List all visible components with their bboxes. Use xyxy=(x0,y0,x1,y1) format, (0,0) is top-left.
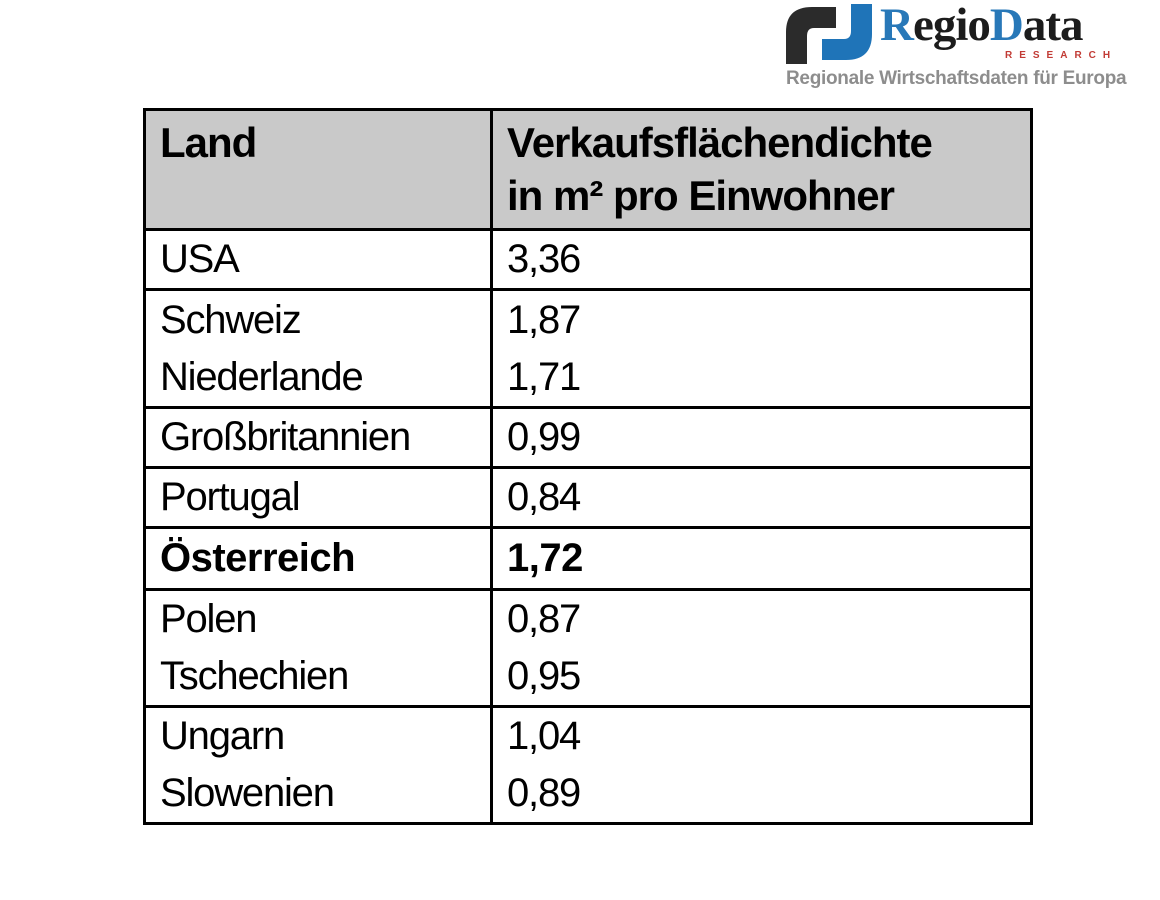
value-label: 3,36 xyxy=(507,237,581,281)
country-cell: Österreich xyxy=(143,526,493,591)
value-label: 0,99 xyxy=(507,415,581,459)
value-cell: 1,04 0,89 xyxy=(490,705,1033,825)
country-label: Polen xyxy=(160,597,258,641)
value-label: 1,72 xyxy=(507,536,583,580)
header-value-line2: in m² pro Einwohner xyxy=(507,171,895,219)
regiodata-logo: RegioData RESEARCH Regionale Wirtschafts… xyxy=(780,0,1160,100)
row-polen-tschechien: Polen Tschechien 0,87 0,95 xyxy=(143,588,1033,708)
header-land-label: Land xyxy=(160,119,257,166)
country-cell: Ungarn Slowenien xyxy=(143,705,493,825)
value-cell: 1,87 1,71 xyxy=(490,288,1033,409)
value-label: 1,87 xyxy=(507,297,581,342)
value-label: 1,71 xyxy=(507,354,581,399)
country-label: Tschechien xyxy=(160,654,349,698)
value-label: 0,95 xyxy=(507,654,581,698)
table-header-row: Land Verkaufsflächendichte in m² pro Ein… xyxy=(143,108,1033,231)
row-ungarn-slowenien: Ungarn Slowenien 1,04 0,89 xyxy=(143,705,1033,825)
value-cell: 1,72 xyxy=(490,526,1033,591)
country-cell: Portugal xyxy=(143,466,493,529)
logo-research-label: RESEARCH xyxy=(1005,50,1118,61)
value-label: 0,89 xyxy=(507,771,581,815)
value-cell: 0,87 0,95 xyxy=(490,588,1033,708)
row-oesterreich-highlighted: Österreich 1,72 xyxy=(143,526,1033,591)
value-cell: 0,84 xyxy=(490,466,1033,529)
value-cell: 0,99 xyxy=(490,406,1033,469)
header-value: Verkaufsflächendichte in m² pro Einwohne… xyxy=(490,108,1033,231)
logo-letter-r: R xyxy=(880,0,914,51)
country-label: Slowenien xyxy=(160,771,335,815)
country-label: Schweiz xyxy=(160,297,302,342)
value-label: 0,84 xyxy=(507,475,581,519)
country-cell: Großbritannien xyxy=(143,406,493,469)
value-cell: 3,36 xyxy=(490,228,1033,291)
country-label: Portugal xyxy=(160,475,301,519)
header-value-line1: Verkaufsflächendichte xyxy=(507,119,933,166)
logo-wordmark: RegioData xyxy=(880,2,1142,49)
row-usa: USA 3,36 xyxy=(143,228,1033,291)
logo-letters-ata: ata xyxy=(1022,0,1084,51)
logo-subtitle: Regionale Wirtschaftsdaten für Europa xyxy=(786,68,1127,89)
header-land: Land xyxy=(143,108,493,231)
country-cell: USA xyxy=(143,228,493,291)
country-label: USA xyxy=(160,237,240,281)
logo-letter-d: D xyxy=(989,0,1024,51)
row-portugal: Portugal 0,84 xyxy=(143,466,1033,529)
row-schweiz-niederlande: Schweiz Niederlande 1,87 1,71 xyxy=(143,288,1033,409)
country-cell: Polen Tschechien xyxy=(143,588,493,708)
regiodata-swoosh-icon xyxy=(786,4,872,64)
country-cell: Schweiz Niederlande xyxy=(143,288,493,409)
country-label: Ungarn xyxy=(160,714,285,758)
value-label: 0,87 xyxy=(507,597,581,641)
country-label: Niederlande xyxy=(160,354,364,399)
row-grossbritannien: Großbritannien 0,99 xyxy=(143,406,1033,469)
country-label: Großbritannien xyxy=(160,415,411,459)
value-label: 1,04 xyxy=(507,714,581,758)
logo-letters-egio: egio xyxy=(912,0,991,51)
country-label: Österreich xyxy=(160,536,356,580)
density-table: Land Verkaufsflächendichte in m² pro Ein… xyxy=(143,108,1033,825)
